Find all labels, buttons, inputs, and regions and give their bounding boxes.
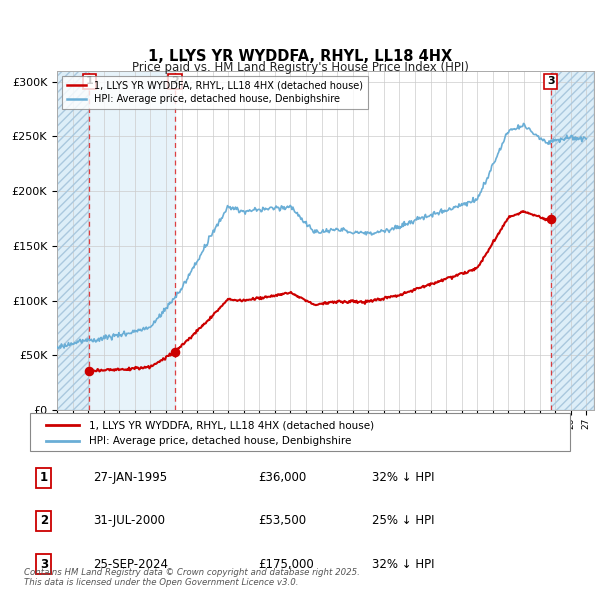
Text: 3: 3 (547, 76, 554, 86)
Text: 2: 2 (171, 76, 179, 86)
Text: £36,000: £36,000 (258, 471, 306, 484)
Text: 3: 3 (40, 558, 48, 571)
Text: 32% ↓ HPI: 32% ↓ HPI (372, 471, 434, 484)
Text: 27-JAN-1995: 27-JAN-1995 (93, 471, 167, 484)
Bar (57, 71, 89, 410)
Text: 1: 1 (85, 76, 93, 86)
Bar (551, 71, 594, 410)
Text: 1, LLYS YR WYDDFA, RHYL, LL18 4HX (detached house): 1, LLYS YR WYDDFA, RHYL, LL18 4HX (detac… (89, 420, 374, 430)
FancyBboxPatch shape (30, 413, 570, 451)
Text: £175,000: £175,000 (258, 558, 314, 571)
Text: 2: 2 (40, 514, 48, 527)
Text: 32% ↓ HPI: 32% ↓ HPI (372, 558, 434, 571)
Text: £53,500: £53,500 (258, 514, 306, 527)
Text: 25-SEP-2024: 25-SEP-2024 (93, 558, 168, 571)
Point (170, 347, 180, 356)
Text: 25% ↓ HPI: 25% ↓ HPI (372, 514, 434, 527)
Point (85, 366, 94, 375)
Text: Contains HM Land Registry data © Crown copyright and database right 2025.
This d: Contains HM Land Registry data © Crown c… (24, 568, 360, 587)
Text: 1, LLYS YR WYDDFA, RHYL, LL18 4HX: 1, LLYS YR WYDDFA, RHYL, LL18 4HX (148, 49, 452, 64)
Bar (57, 71, 89, 410)
Text: 1: 1 (40, 471, 48, 484)
Bar (551, 71, 594, 410)
Text: HPI: Average price, detached house, Denbighshire: HPI: Average price, detached house, Denb… (89, 435, 352, 445)
Point (546, 214, 556, 223)
Bar (89, 71, 175, 410)
Text: Price paid vs. HM Land Registry's House Price Index (HPI): Price paid vs. HM Land Registry's House … (131, 61, 469, 74)
Text: 31-JUL-2000: 31-JUL-2000 (93, 514, 165, 527)
Legend: 1, LLYS YR WYDDFA, RHYL, LL18 4HX (detached house), HPI: Average price, detached: 1, LLYS YR WYDDFA, RHYL, LL18 4HX (detac… (62, 76, 368, 109)
